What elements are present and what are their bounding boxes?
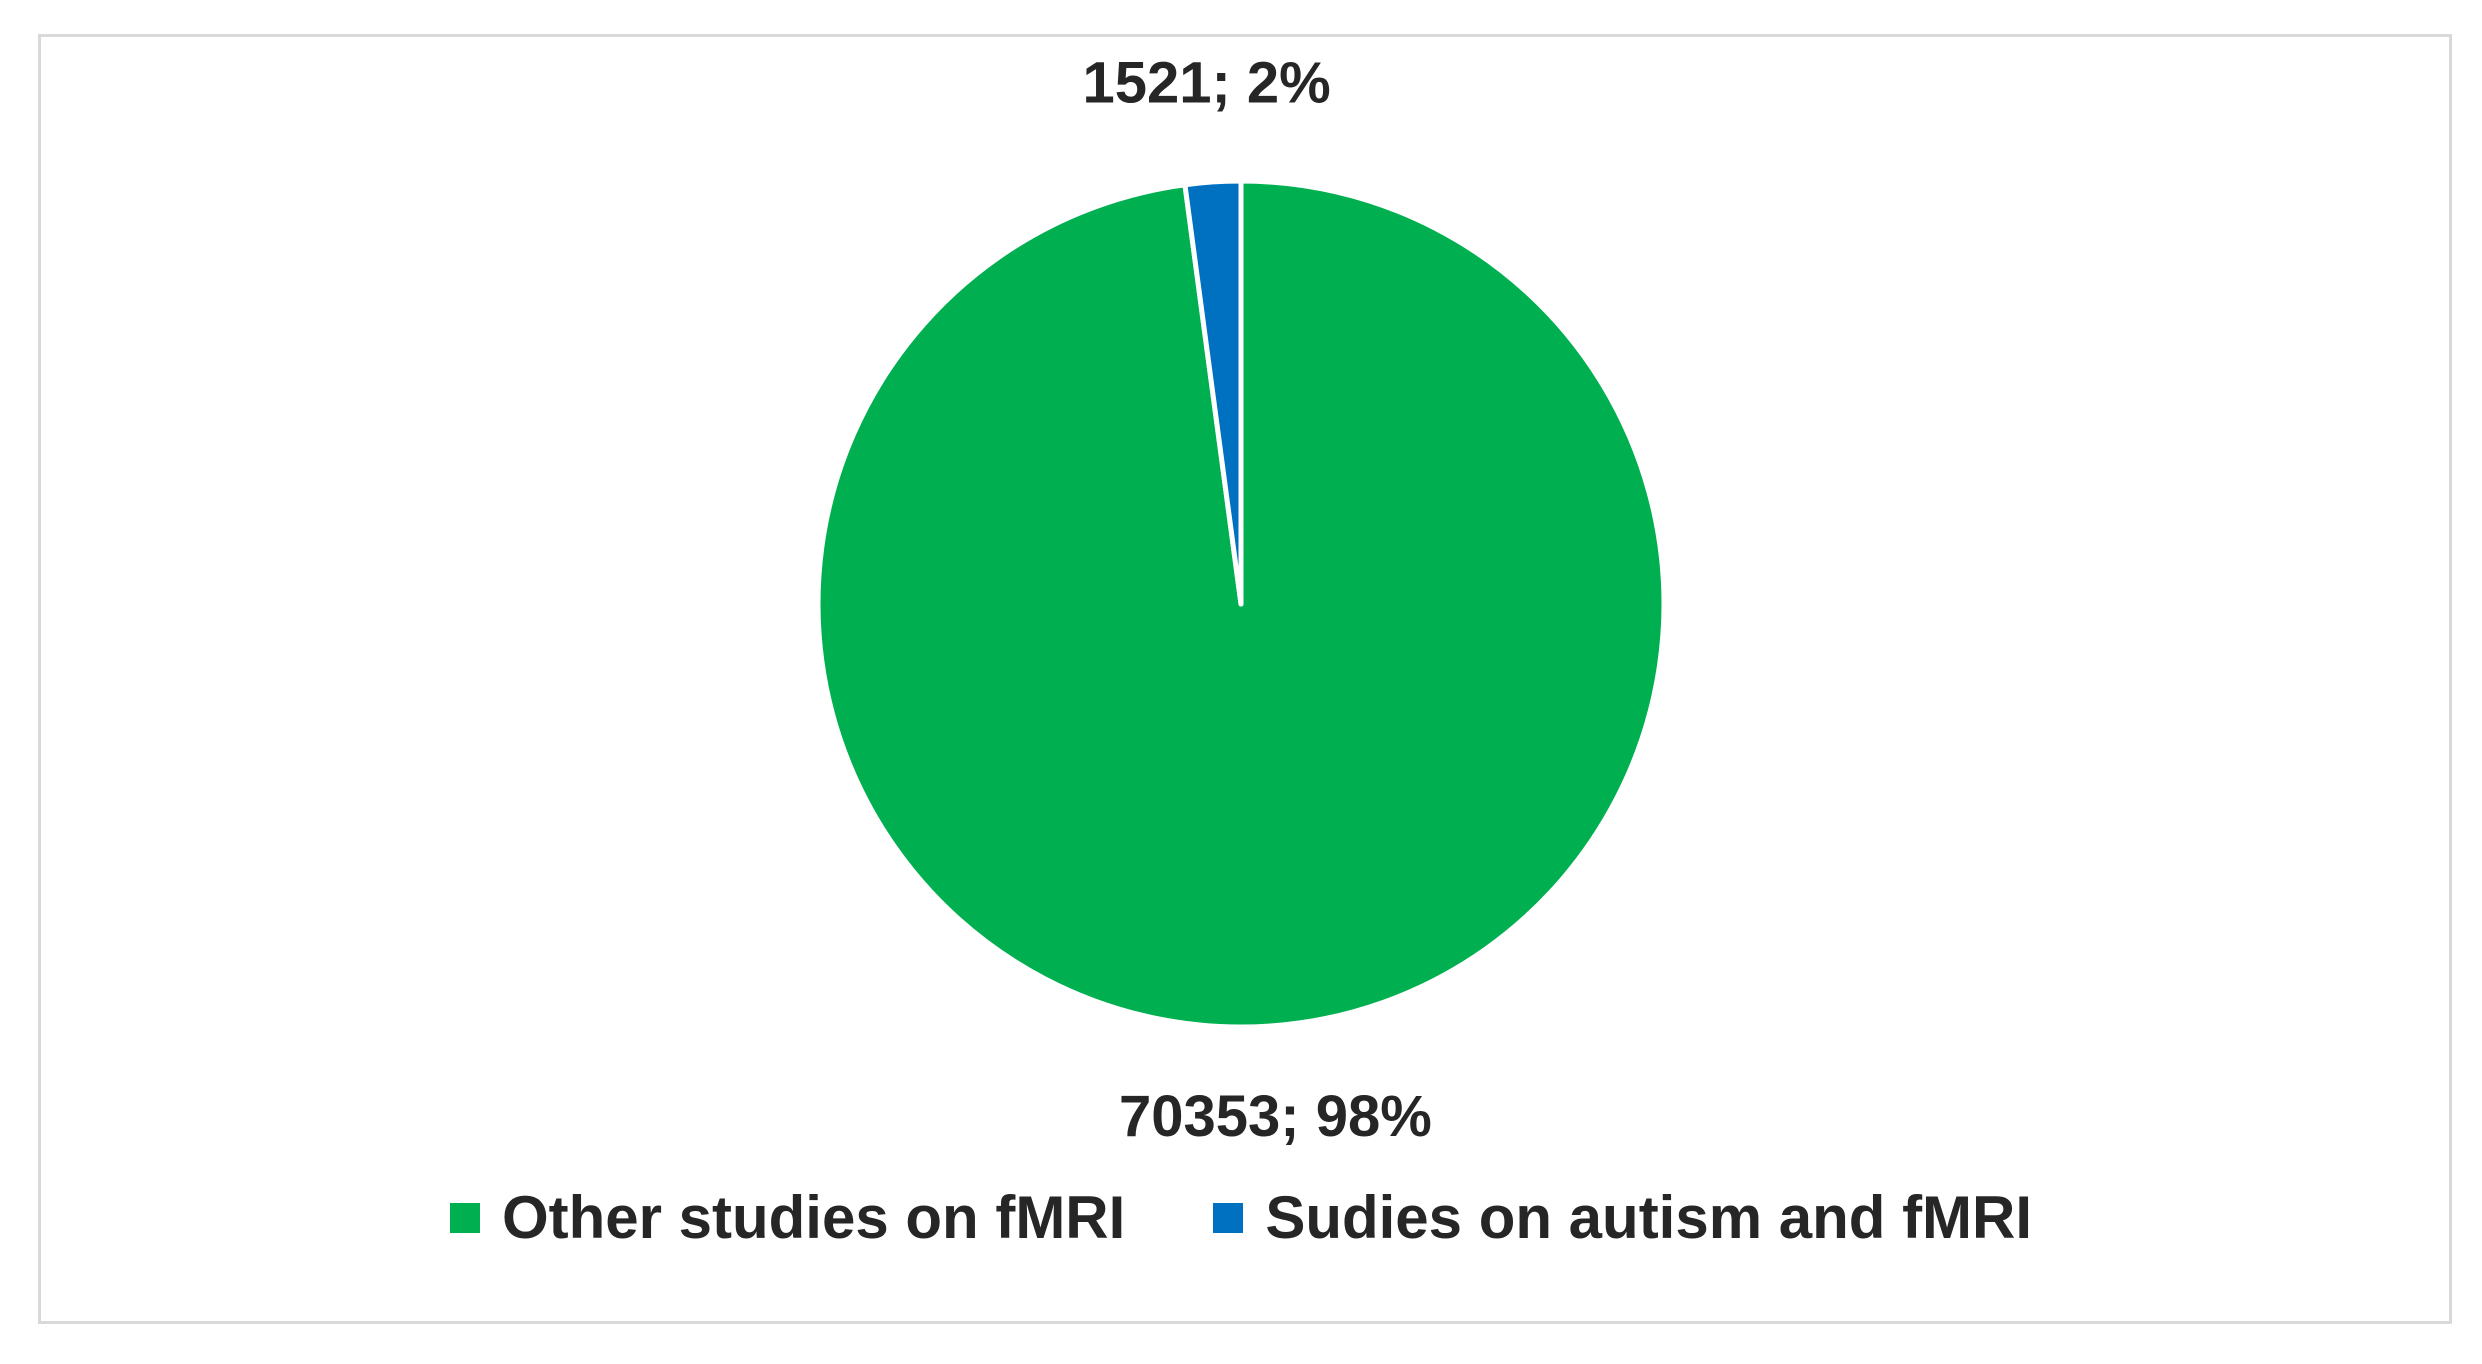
pie-slice-1 [1182,178,1244,607]
legend-item-other-studies: Other studies on fMRI [449,1184,1126,1251]
legend-swatch-other-studies [449,1203,480,1233]
legend-label-autism-studies: Sudies on autism and fMRI [1265,1184,2033,1251]
legend-item-autism-studies: Sudies on autism and fMRI [1213,1188,2032,1248]
pie-slices [815,178,1667,1030]
legend-swatch-autism-studies [1213,1203,1244,1233]
data-label-1: 1521; 2% [1082,50,1330,115]
data-labels: 70353; 98% 1521; 2% [1082,50,1431,1149]
legend: Other studies on fMRI Sudies on autism a… [0,1188,2482,1248]
data-label-0: 70353; 98% [1119,1084,1432,1149]
legend-label-other-studies: Other studies on fMRI [501,1184,1126,1251]
